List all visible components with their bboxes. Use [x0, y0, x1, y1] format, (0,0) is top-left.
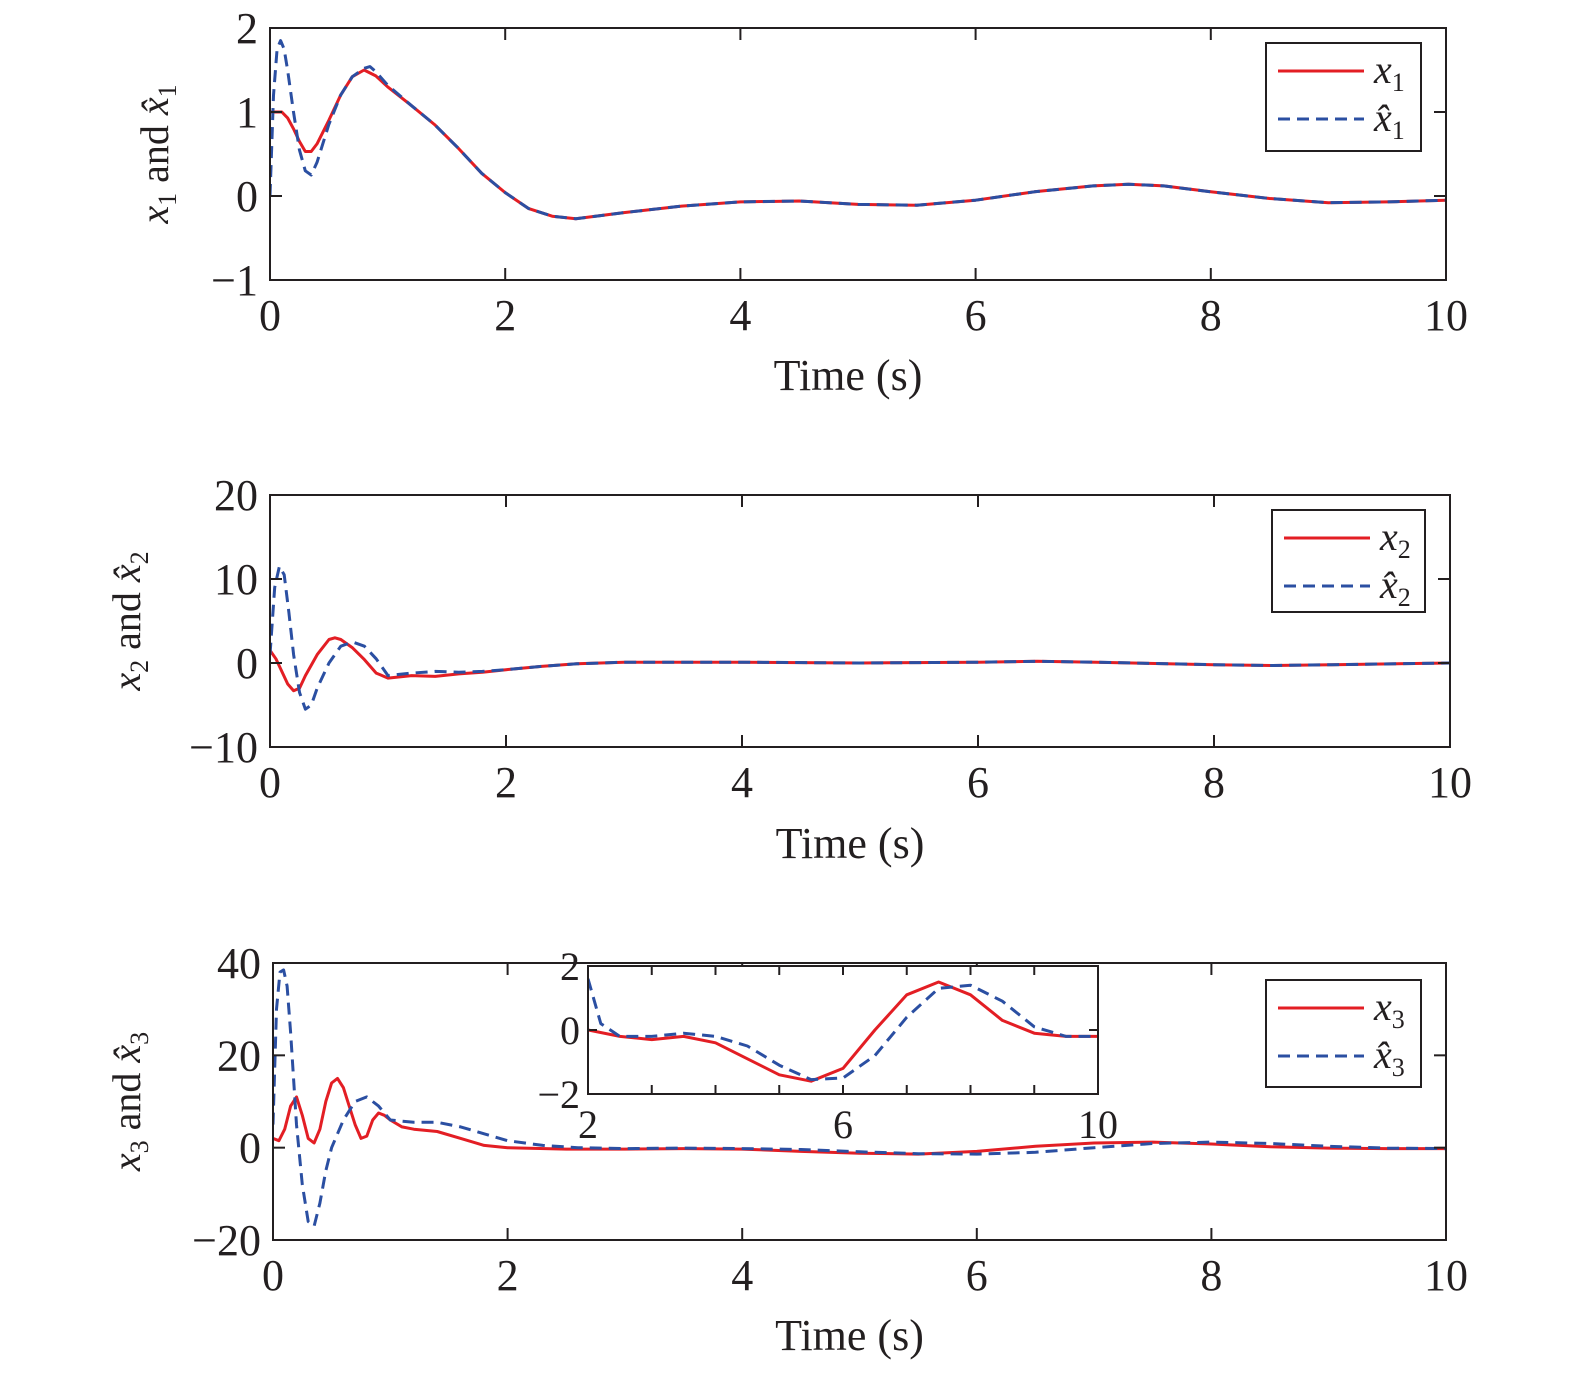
inset-y-tick-label: 0: [560, 1008, 580, 1053]
legend-name: x̂: [1373, 95, 1392, 140]
series-line-x2hat: [270, 564, 1450, 711]
legend-box: [1265, 979, 1422, 1088]
y-tick-label: −10: [189, 723, 258, 772]
y-label-sub-hat: 2: [125, 551, 154, 564]
x-tick-label: 0: [262, 1251, 284, 1300]
x-tick-label: 0: [259, 291, 281, 340]
x-tick-label: 10: [1424, 1251, 1468, 1300]
y-tick-label: 20: [217, 1031, 261, 1080]
y-tick-label: 0: [239, 1124, 261, 1173]
legend-name: x: [1373, 47, 1392, 92]
x-tick-label: 2: [495, 758, 517, 807]
y-label-var-hat: x̂: [132, 97, 177, 116]
x-tick-label: 0: [259, 758, 281, 807]
y-tick-label: −1: [211, 256, 258, 305]
y-label-conj: and: [132, 115, 177, 193]
y-label-sub: 3: [125, 1140, 154, 1153]
y-tick-label: −20: [192, 1216, 261, 1265]
y-axis-label: x2 and x̂2: [104, 551, 154, 691]
legend-name: x: [1373, 984, 1392, 1029]
legend: x1x̂1: [1265, 42, 1422, 152]
legend-entry: x̂2: [1379, 562, 1411, 612]
legend-entry: x3: [1373, 984, 1405, 1034]
y-axis-label: x3 and x̂3: [104, 1032, 154, 1172]
x-tick-label: 2: [497, 1251, 519, 1300]
x-tick-label: 6: [965, 291, 987, 340]
y-label-conj: and: [104, 1063, 149, 1141]
inset-x-tick-label: 6: [833, 1102, 853, 1147]
inset-background: [588, 966, 1098, 1094]
y-axis-label: x1 and x̂1: [132, 84, 182, 224]
y-label-conj: and: [104, 582, 149, 660]
legend-entry: x1: [1373, 47, 1405, 97]
y-label-var: x: [104, 673, 149, 692]
x-tick-label: 8: [1200, 291, 1222, 340]
legend-sub: 3: [1392, 1005, 1405, 1034]
y-label-sub: 1: [153, 193, 182, 206]
legend: x2x̂2: [1271, 509, 1426, 613]
series-line-x3: [273, 1076, 1446, 1156]
legend-name: x̂: [1373, 1032, 1392, 1077]
inset-y-tick-label: 2: [560, 944, 580, 989]
legend-name: x: [1379, 514, 1398, 559]
legend-sub: 2: [1398, 535, 1411, 564]
y-tick-label: 1: [236, 88, 258, 137]
inset-plot: 2 6 10 −2 0 2: [537, 944, 1118, 1147]
y-label-var: x: [104, 1153, 149, 1172]
x-tick-label: 2: [494, 291, 516, 340]
x-axis-label: Time (s): [776, 819, 925, 868]
inset-series-line-x3hat: [588, 978, 1098, 1082]
y-tick-label: 0: [236, 172, 258, 221]
y-label-var-hat: x̂: [104, 1045, 149, 1064]
legend-sub: 1: [1392, 68, 1405, 97]
y-tick-label: 0: [236, 639, 258, 688]
legend-name: x̂: [1379, 562, 1398, 607]
y-label-var: x: [132, 206, 177, 225]
x-tick-label: 4: [731, 1251, 753, 1300]
x-tick-label: 4: [729, 291, 751, 340]
x-tick-label: 6: [967, 758, 989, 807]
y-label-sub-hat: 3: [125, 1032, 154, 1045]
legend-sub: 2: [1398, 583, 1411, 612]
y-label-sub: 2: [125, 660, 154, 673]
y-tick-label: 2: [236, 4, 258, 53]
series-line-x3hat: [273, 968, 1446, 1228]
y-tick-label: 10: [214, 555, 258, 604]
x-axis-label: Time (s): [775, 1311, 924, 1360]
legend-box: [1271, 509, 1426, 613]
inset-x-tick-label: 10: [1078, 1102, 1118, 1147]
plot-frame: [269, 494, 1451, 748]
series-line-x1hat: [270, 39, 1446, 221]
legend: x3x̂3: [1265, 979, 1422, 1088]
legend-entry: x2: [1379, 514, 1411, 564]
plot-frame: [269, 27, 1447, 281]
y-tick-label: 20: [214, 471, 258, 520]
legend-entry: x̂1: [1373, 95, 1405, 145]
y-tick-label: 40: [217, 939, 261, 988]
y-label-var-hat: x̂: [104, 564, 149, 583]
y-label-sub-hat: 1: [153, 84, 182, 97]
x-tick-label: 8: [1203, 758, 1225, 807]
x-tick-label: 8: [1200, 1251, 1222, 1300]
plot-frame: [272, 962, 1447, 1241]
legend-sub: 1: [1392, 116, 1405, 145]
x-axis-label: Time (s): [774, 351, 923, 400]
inset-x-tick-label: 2: [578, 1102, 598, 1147]
x-tick-label: 10: [1428, 758, 1472, 807]
x-tick-label: 4: [731, 758, 753, 807]
x-tick-label: 10: [1424, 291, 1468, 340]
inset-series-line-x3: [588, 980, 1098, 1083]
legend-sub: 3: [1392, 1053, 1405, 1082]
inset-y-tick-label: −2: [537, 1072, 580, 1117]
legend-box: [1265, 42, 1422, 152]
x-tick-label: 6: [966, 1251, 988, 1300]
legend-entry: x̂3: [1373, 1032, 1405, 1082]
